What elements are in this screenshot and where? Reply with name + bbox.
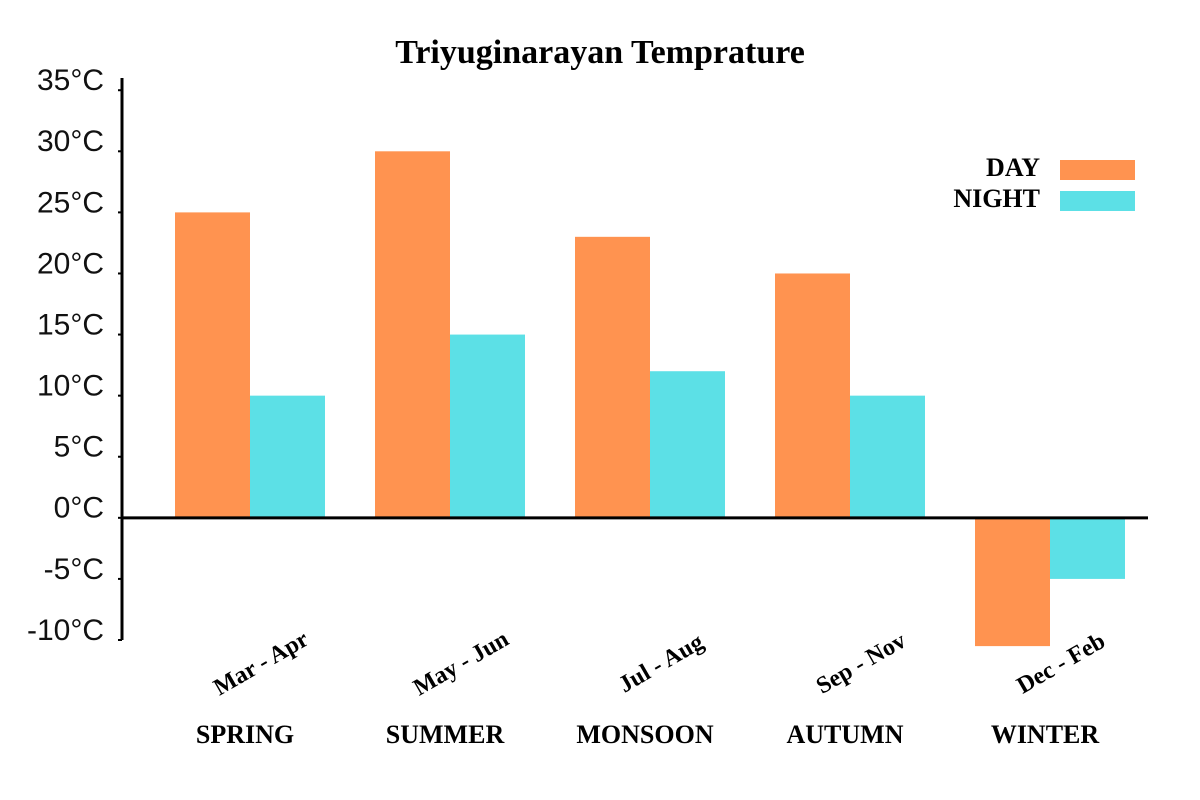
bar <box>650 371 725 518</box>
bar <box>575 236 650 518</box>
season-label: WINTER <box>991 720 1100 749</box>
y-tick-label: 15°C <box>37 308 104 341</box>
bar <box>975 517 1050 647</box>
bar <box>250 395 325 518</box>
legend-label: DAY <box>986 153 1040 182</box>
bar <box>775 273 850 518</box>
legend-swatch <box>1060 160 1135 180</box>
y-tick-label: 10°C <box>37 370 104 403</box>
x-tick-label: Sep - Nov <box>812 628 910 700</box>
season-label: AUTUMN <box>787 720 904 749</box>
season-label: SUMMER <box>386 720 505 749</box>
y-tick-label: 25°C <box>37 186 104 219</box>
bar <box>450 334 525 518</box>
bar <box>1050 517 1125 579</box>
chart-title: Triyuginarayan Temprature <box>395 34 805 71</box>
y-tick-label: 0°C <box>54 492 104 525</box>
x-tick-label: Jul - Aug <box>614 629 708 698</box>
y-tick-label: 5°C <box>54 431 104 464</box>
y-tick-label: 30°C <box>37 125 104 158</box>
season-label: MONSOON <box>576 720 713 749</box>
y-tick-label: 20°C <box>37 247 104 280</box>
legend-swatch <box>1060 191 1135 211</box>
x-tick-label: Mar - Apr <box>209 626 313 701</box>
y-tick-label: -5°C <box>44 553 104 586</box>
bar <box>375 151 450 518</box>
x-tick-label: May - Jun <box>409 626 513 701</box>
season-label: SPRING <box>196 720 294 749</box>
bar <box>175 212 250 518</box>
y-tick-label: 35°C <box>37 64 104 97</box>
y-tick-label: -10°C <box>27 614 104 647</box>
bar <box>850 395 925 518</box>
legend-label: NIGHT <box>953 184 1040 213</box>
